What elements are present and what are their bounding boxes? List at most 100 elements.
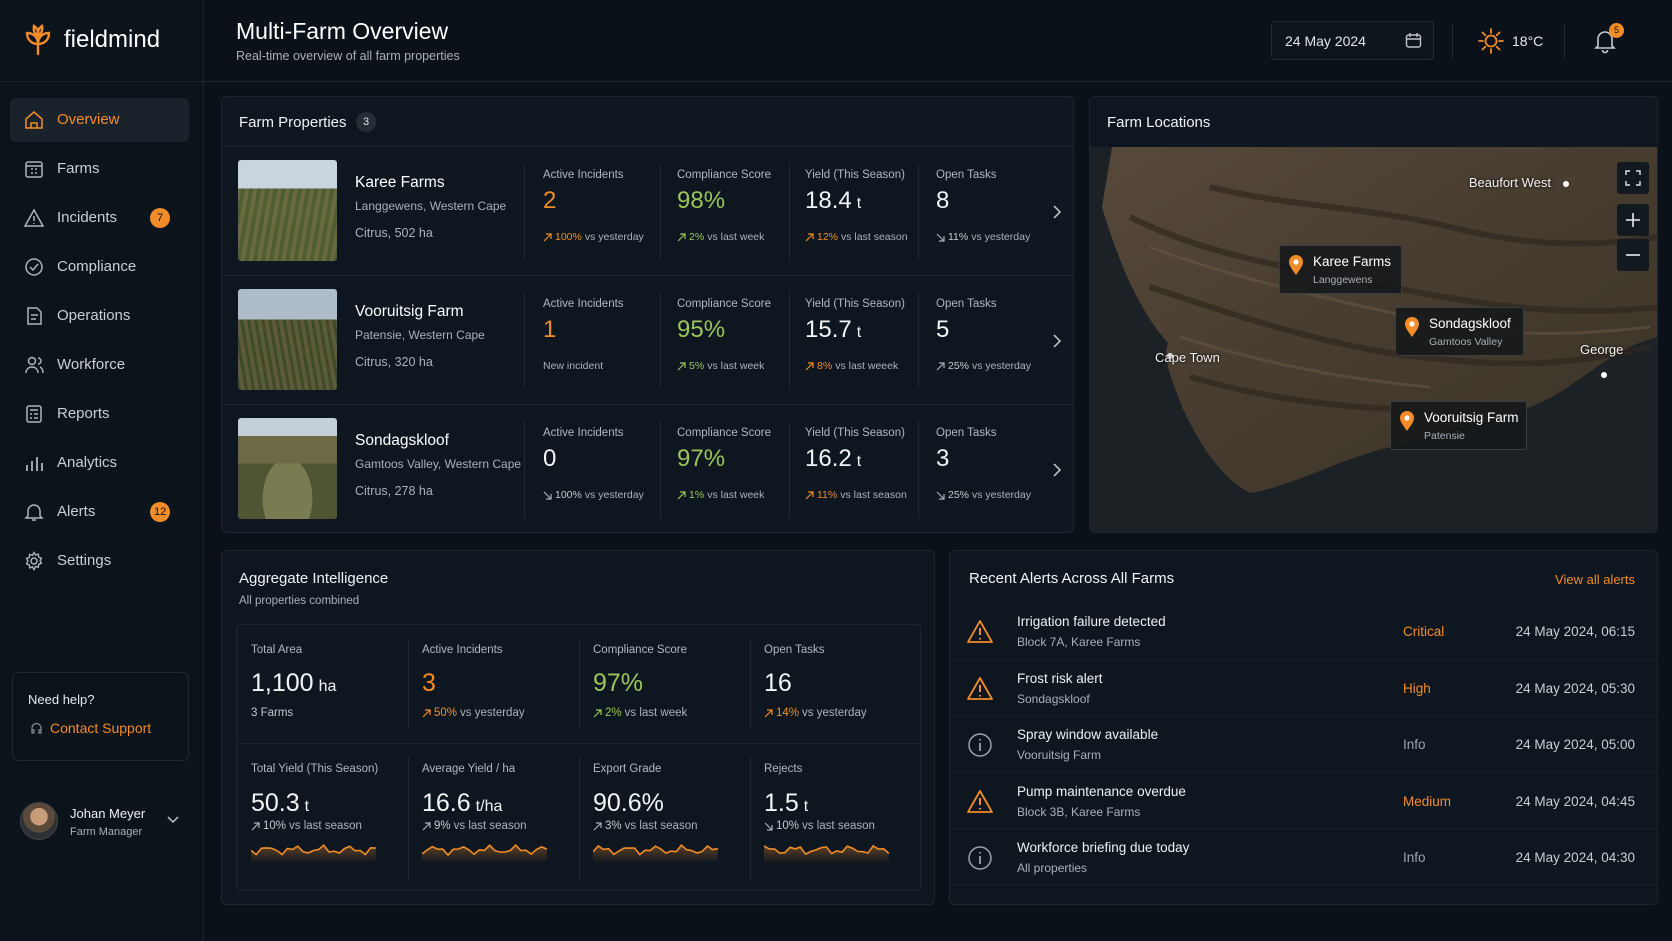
zoom-in-button[interactable] [1617, 204, 1649, 236]
metric-label: Active Incidents [422, 644, 503, 656]
logo-icon [25, 24, 51, 56]
alert-row[interactable]: Workforce briefing due today All properti… [950, 830, 1657, 886]
aggregate-grid: Total Area 1,100 ha 3 Farms Active Incidents… [236, 624, 921, 891]
sparkline [593, 844, 718, 863]
column-divider [918, 292, 919, 389]
metric-value: 90.6% [593, 789, 664, 818]
metric-label: Active Incidents [543, 298, 624, 310]
metric-label: Active Incidents [543, 427, 624, 439]
notifications-bell[interactable] [1593, 28, 1617, 54]
metric-value: 1 [543, 316, 556, 344]
farm-image [238, 160, 337, 261]
change-note: vs yesterday [802, 707, 867, 719]
nav-badge: 12 [150, 502, 171, 522]
metric-label: Compliance Score [677, 169, 771, 181]
date-picker[interactable]: 24 May 2024 [1271, 21, 1434, 60]
nav-icon [26, 457, 43, 471]
row-chevron[interactable] [1052, 334, 1062, 348]
alert-row[interactable]: Frost risk alert Sondagskloof High 24 May 2… [950, 661, 1657, 717]
farm-row[interactable]: Karee Farms Langgewens, Western Cape Citru… [222, 146, 1073, 275]
trend-arrow-part [805, 232, 814, 241]
nav-icon-part [25, 357, 44, 374]
metric-label: Compliance Score [593, 644, 687, 656]
metric-value: 16.6 t/ha [422, 789, 502, 818]
info-icon-part [968, 846, 992, 870]
metric-label: Yield (This Season) [805, 169, 905, 181]
trend-arrow-part [593, 708, 602, 717]
metric-value: 16.2 t [805, 445, 861, 473]
metric-value: 18.4 t [805, 187, 861, 215]
farm-metric: Yield (This Season) 15.7 t 8% vs last weeek [805, 276, 933, 405]
support-link[interactable]: Contact Support [50, 720, 152, 736]
panel-title: Farm Properties [239, 114, 347, 131]
nav-item[interactable]: Reports [10, 392, 189, 436]
row-chevron[interactable] [1052, 463, 1062, 477]
nav-item[interactable]: Workforce [10, 343, 189, 387]
alert-title: Frost risk alert [1017, 670, 1103, 686]
pin-marker [1289, 255, 1303, 275]
metric-label: Export Grade [593, 763, 662, 775]
trend-arrow [593, 708, 602, 717]
metric-number: 8 [936, 187, 950, 214]
trend-arrow-part [677, 232, 686, 241]
change-value: 2% [689, 231, 705, 243]
nav-icon [25, 258, 43, 276]
nav-label: Reports [57, 405, 110, 422]
alert-severity: High [1403, 680, 1431, 696]
farm-row[interactable]: Vooruitsig Farm Patensie, Western Cape Cit… [222, 275, 1073, 405]
map-pin[interactable]: Karee Farms Langgewens [1279, 245, 1402, 294]
nav-item[interactable]: Overview [10, 98, 189, 142]
fullscreen-icon [1625, 170, 1641, 186]
map-pin[interactable]: Sondagskloof Gamtoos Valley [1395, 307, 1524, 356]
nav-item[interactable]: Farms [10, 147, 189, 191]
support-icon [31, 722, 42, 734]
nav-item[interactable]: Compliance [10, 245, 189, 289]
user-name: Johan Meyer [70, 806, 146, 821]
change-value: 11% [948, 231, 969, 243]
nav-item[interactable]: Settings [10, 539, 189, 583]
sparkline [764, 844, 890, 863]
nav-icon-part [30, 409, 38, 419]
change-note: vs last season [840, 489, 907, 501]
alert-time: 24 May 2024, 05:30 [1515, 680, 1635, 696]
trend-arrow-part [805, 361, 814, 370]
map[interactable]: Beaufort West Cape Town George Karee Farms L… [1090, 147, 1657, 532]
nav-icon-part [25, 111, 43, 129]
farm-location: Gamtoos Valley, Western Cape [355, 457, 522, 471]
map-pin[interactable]: Vooruitsig Farm Patensie [1390, 401, 1527, 450]
nav-item[interactable]: Alerts 12 [10, 490, 189, 534]
metric-change: 100% vs yesterday [543, 231, 644, 243]
row-chevron[interactable] [1052, 205, 1062, 219]
trend-arrow-part [764, 708, 773, 717]
metric-label: Total Area [251, 644, 303, 656]
alert-row[interactable]: Irrigation failure detected Block 7A, Kar… [950, 604, 1657, 660]
nav-icon-part [26, 165, 42, 174]
metric-unit: t/ha [475, 798, 503, 815]
farm-image [238, 418, 337, 519]
page-title: Multi-Farm Overview [236, 18, 449, 44]
metric-label: Total Yield (This Season) [251, 763, 379, 775]
aggregate-metric: Active Incidents 3 50% vs yesterday [422, 625, 572, 743]
nav-item[interactable]: Operations [10, 294, 189, 338]
nav-item[interactable]: Incidents 7 [10, 196, 189, 240]
column-divider [918, 421, 919, 518]
sparkline [422, 844, 548, 863]
metric-value: 1,100 ha [251, 669, 336, 698]
notifications-bell-part [1594, 31, 1616, 54]
user-menu-chevron[interactable] [167, 816, 179, 824]
pin-marker-part [1404, 415, 1410, 421]
zoom-out-button[interactable] [1617, 239, 1649, 271]
sparkline-part [251, 845, 376, 863]
nav-label: Analytics [57, 454, 118, 471]
nav-item[interactable]: Analytics [10, 441, 189, 485]
farm-row[interactable]: Sondagskloof Gamtoos Valley, Western Cape… [222, 404, 1073, 532]
pin-name: Vooruitsig Farm [1424, 410, 1519, 425]
sparkline-part [251, 844, 376, 856]
fullscreen-button[interactable] [1617, 162, 1649, 194]
change-value: 25% [948, 360, 970, 372]
view-all-link[interactable]: View all alerts [1555, 572, 1635, 587]
alert-row[interactable]: Spray window available Vooruitsig Farm Inf… [950, 717, 1657, 773]
metric-change: 100% vs yesterday [543, 489, 644, 501]
alert-row[interactable]: Pump maintenance overdue Block 3B, Karee … [950, 774, 1657, 830]
user-avatar[interactable] [20, 802, 58, 840]
